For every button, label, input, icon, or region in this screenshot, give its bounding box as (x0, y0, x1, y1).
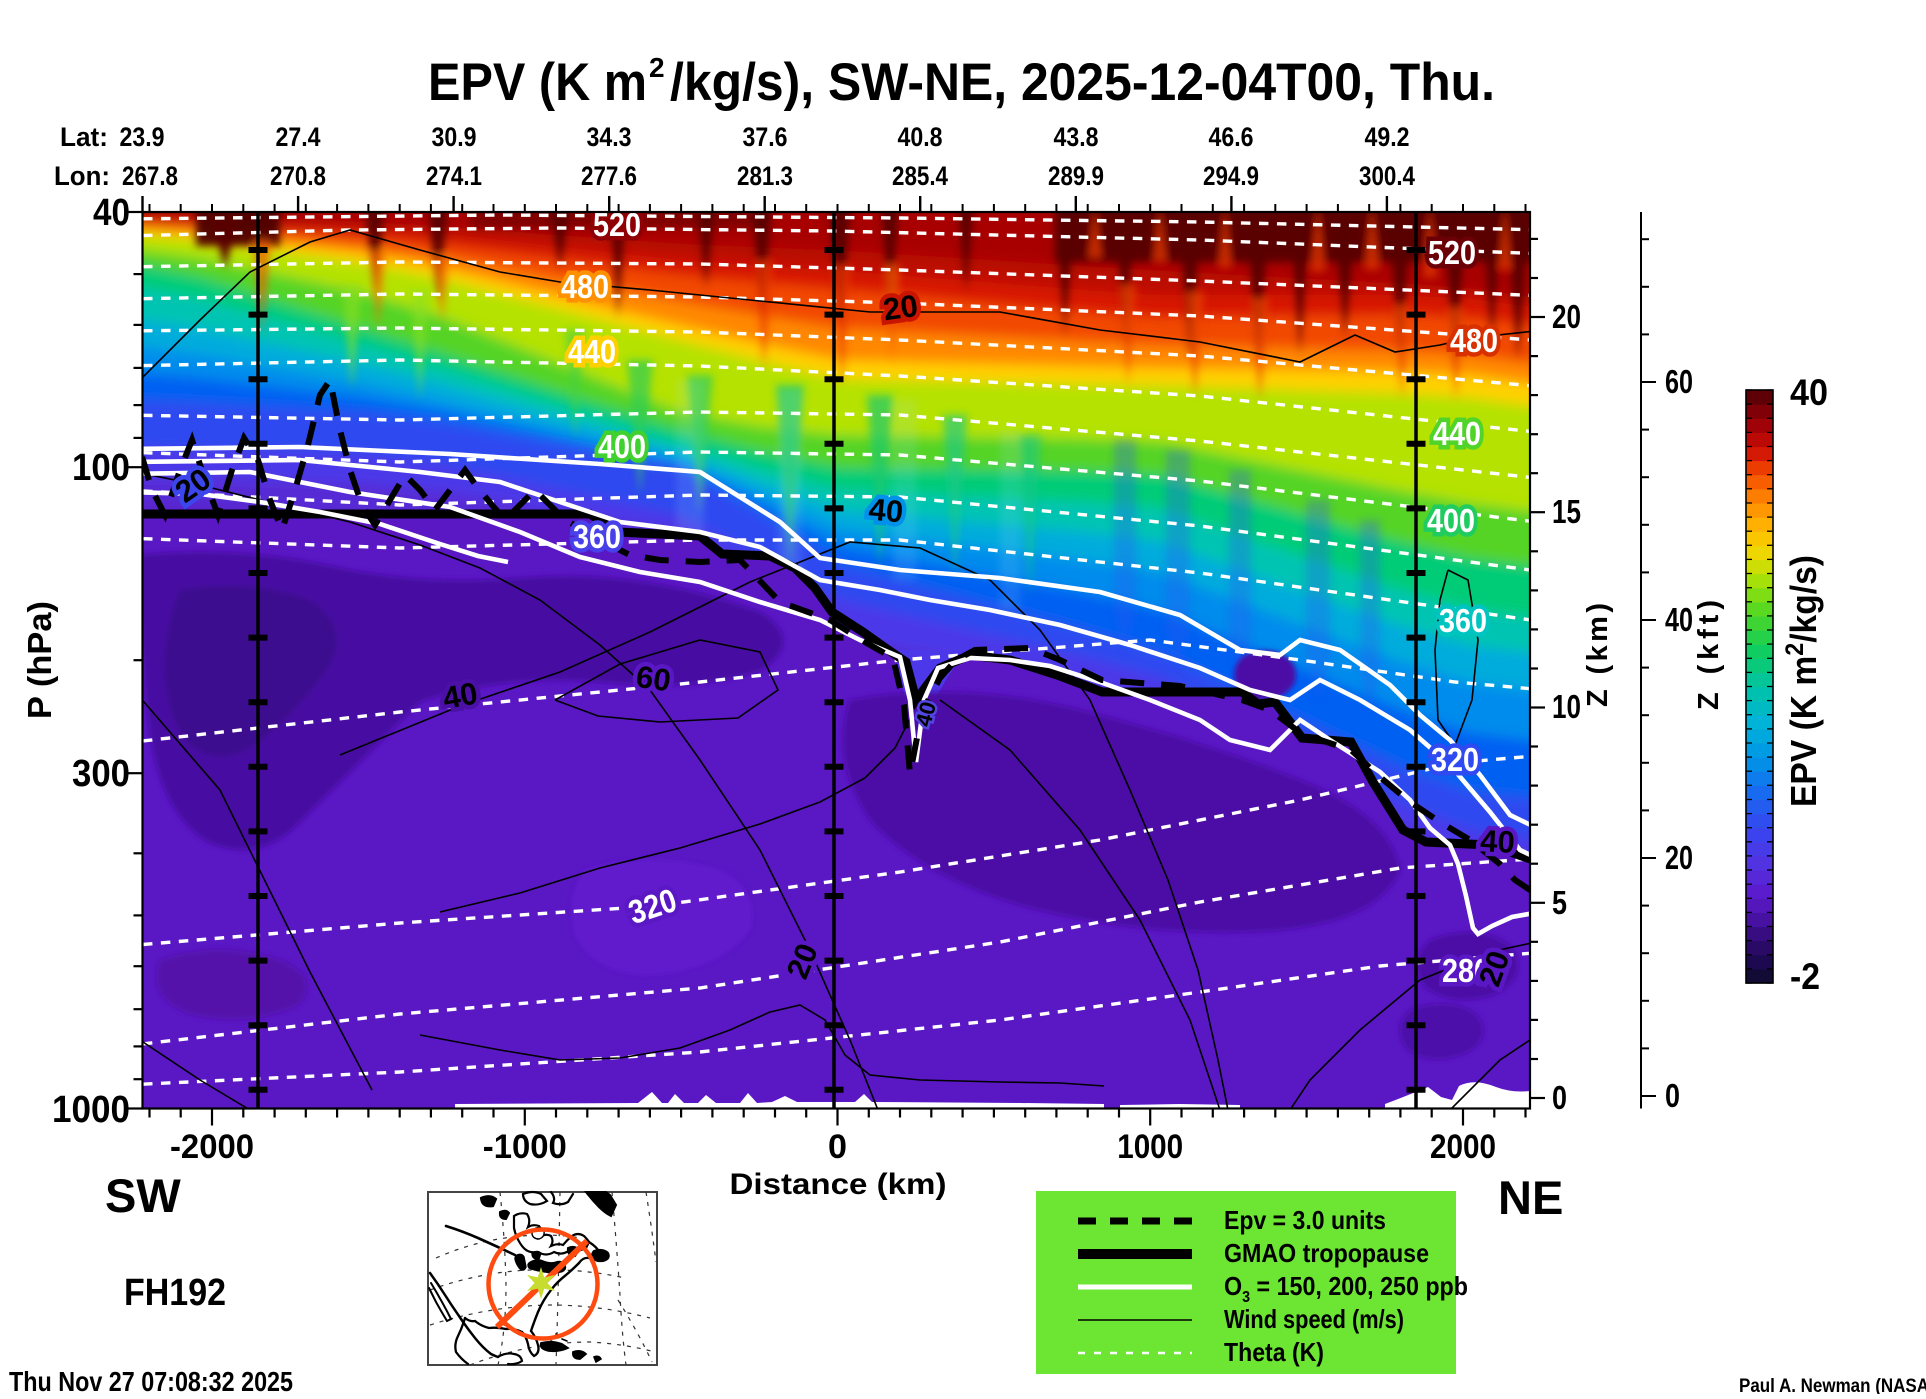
svg-text:P (hPa): P (hPa) (21, 601, 58, 719)
svg-text:274.1: 274.1 (426, 161, 482, 191)
svg-text:20: 20 (881, 288, 920, 327)
svg-text:5: 5 (1552, 884, 1567, 921)
svg-text:281.3: 281.3 (737, 161, 793, 191)
svg-text:46.6: 46.6 (1209, 122, 1254, 152)
svg-text:360: 360 (573, 518, 621, 555)
svg-text:Paul A. Newman (NASA: Paul A. Newman (NASA (1739, 1376, 1926, 1394)
svg-text:440: 440 (1433, 415, 1481, 452)
svg-text:GMAO tropopause: GMAO tropopause (1224, 1238, 1429, 1268)
svg-text:Distance (km): Distance (km) (730, 1168, 947, 1201)
svg-text:Z (kft): Z (kft) (1693, 600, 1725, 710)
svg-text:0: 0 (1665, 1077, 1680, 1114)
svg-text:-2000: -2000 (170, 1128, 254, 1166)
svg-text:320: 320 (1431, 741, 1479, 778)
svg-text:37.6: 37.6 (743, 122, 788, 152)
svg-text:Thu Nov 27 07:08:32 2025: Thu Nov 27 07:08:32 2025 (9, 1366, 293, 1394)
svg-text:360: 360 (1439, 602, 1487, 639)
svg-text:520: 520 (593, 206, 641, 243)
svg-text:2000: 2000 (1430, 1128, 1496, 1166)
svg-text:Z (km): Z (km) (1582, 603, 1614, 707)
svg-text:2: 2 (649, 52, 665, 83)
svg-text:Theta (K): Theta (K) (1224, 1337, 1324, 1367)
svg-text:270.8: 270.8 (270, 161, 326, 191)
svg-text:400: 400 (598, 428, 646, 465)
svg-text:480: 480 (1450, 322, 1498, 359)
svg-text:NE: NE (1498, 1171, 1563, 1224)
svg-text:300.4: 300.4 (1359, 161, 1415, 191)
svg-text:/kg/s), SW-NE, 2025-12-04T00,: /kg/s), SW-NE, 2025-12-04T00, Thu. (670, 53, 1495, 112)
svg-text:400: 400 (1427, 502, 1475, 539)
svg-text:EPV (K m2/kg/s): EPV (K m2/kg/s) (1781, 555, 1824, 807)
svg-text:20: 20 (1552, 298, 1581, 335)
svg-text:285.4: 285.4 (892, 161, 948, 191)
svg-text:O3 = 150, 200, 250 ppb: O3 = 150, 200, 250 ppb (1224, 1271, 1468, 1306)
svg-text:10: 10 (1552, 688, 1581, 725)
svg-text:23.9: 23.9 (120, 122, 165, 152)
svg-text:60: 60 (634, 659, 673, 698)
svg-text:40: 40 (440, 675, 480, 715)
svg-text:520: 520 (1428, 234, 1476, 271)
svg-text:Wind speed (m/s): Wind speed (m/s) (1224, 1304, 1404, 1334)
svg-text:Epv = 3.0 units: Epv = 3.0 units (1224, 1205, 1386, 1235)
svg-text:289.9: 289.9 (1048, 161, 1104, 191)
svg-text:SW: SW (105, 1169, 181, 1222)
svg-text:-1000: -1000 (483, 1128, 567, 1166)
svg-text:27.4: 27.4 (276, 122, 321, 152)
svg-text:280: 280 (1442, 952, 1490, 989)
svg-text:40: 40 (1479, 823, 1515, 860)
svg-text:40: 40 (93, 192, 130, 234)
svg-text:300: 300 (72, 753, 130, 795)
svg-text:100: 100 (72, 447, 130, 489)
svg-text:277.6: 277.6 (581, 161, 637, 191)
svg-text:FH192: FH192 (124, 1272, 226, 1314)
svg-text:49.2: 49.2 (1365, 122, 1410, 152)
svg-text:15: 15 (1552, 493, 1581, 530)
svg-text:267.8: 267.8 (122, 161, 178, 191)
svg-text:Lat:: Lat: (60, 122, 108, 152)
svg-text:40: 40 (867, 492, 904, 530)
svg-text:20: 20 (1665, 839, 1693, 876)
svg-text:43.8: 43.8 (1054, 122, 1099, 152)
svg-text:Lon:: Lon: (54, 161, 110, 191)
svg-text:40: 40 (1665, 601, 1693, 638)
svg-text:EPV (K m: EPV (K m (428, 53, 647, 112)
svg-text:440: 440 (568, 333, 616, 370)
svg-text:40: 40 (1790, 372, 1828, 413)
svg-text:40.8: 40.8 (898, 122, 943, 152)
svg-text:34.3: 34.3 (587, 122, 632, 152)
svg-text:0: 0 (828, 1128, 847, 1166)
svg-text:294.9: 294.9 (1203, 161, 1259, 191)
svg-text:480: 480 (561, 268, 609, 305)
svg-text:0: 0 (1552, 1079, 1567, 1116)
svg-text:-2: -2 (1790, 956, 1820, 997)
svg-text:30.9: 30.9 (432, 122, 477, 152)
svg-text:1000: 1000 (1117, 1128, 1183, 1166)
svg-text:60: 60 (1665, 363, 1693, 400)
svg-text:1000: 1000 (52, 1089, 130, 1131)
